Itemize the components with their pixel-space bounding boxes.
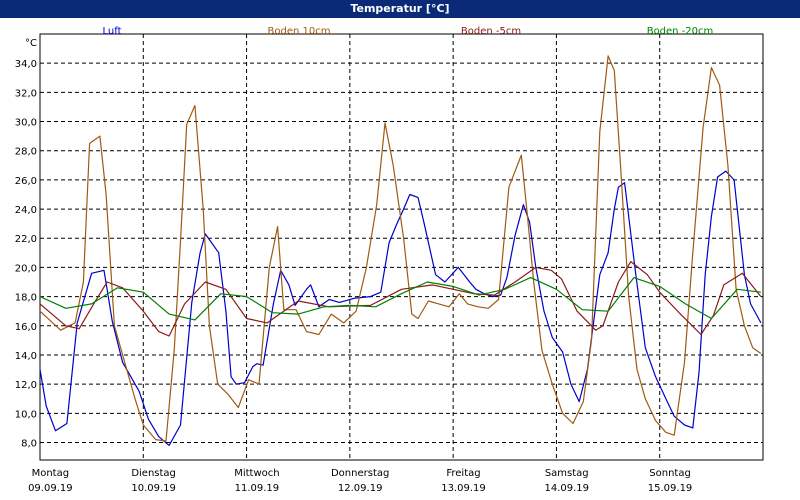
series-line-boden-20cm <box>39 277 761 321</box>
x-tick-date: 12.09.19 <box>338 483 383 494</box>
y-tick-label: 34,0 <box>15 59 37 70</box>
legend-entry: Boden 10cm <box>268 26 331 37</box>
y-tick-label: 10,0 <box>15 409 37 420</box>
y-tick-label: 20,0 <box>15 263 37 274</box>
x-tick-date: 10.09.19 <box>131 483 176 494</box>
series-line-boden-5cm <box>39 261 762 337</box>
y-tick-label: 22,0 <box>15 234 37 245</box>
axes: 8,0 10,0 12,0 14,0 16,0 18,0 20,0 22,0 24,0 26,0 2… <box>15 38 693 494</box>
x-tick-day: Montag <box>32 468 69 479</box>
y-tick-label: 30,0 <box>15 118 37 129</box>
plot-frame <box>39 33 764 461</box>
x-tick-date: 11.09.19 <box>235 483 280 494</box>
y-axis-unit: °C <box>25 38 37 49</box>
x-tick-day: Mittwoch <box>234 468 279 479</box>
y-tick-label: 18,0 <box>15 293 37 304</box>
x-tick-date: 14.09.19 <box>544 483 589 494</box>
grid <box>39 33 764 461</box>
series-line-luft <box>39 170 762 446</box>
x-tick-day: Dienstag <box>131 468 176 479</box>
x-tick-date: 09.09.19 <box>28 483 73 494</box>
y-tick-label: 24,0 <box>15 205 37 216</box>
x-tick-day: Sonntag <box>649 468 691 479</box>
legend-entry: Boden -5cm <box>461 26 521 37</box>
legend: Luft Boden 10cm Boden -5cm Boden -20cm <box>103 26 714 37</box>
y-tick-label: 32,0 <box>15 88 37 99</box>
y-tick-label: 16,0 <box>15 322 37 333</box>
x-tick-day: Samstag <box>545 468 589 479</box>
y-tick-label: 14,0 <box>15 351 37 362</box>
y-tick-label: 26,0 <box>15 176 37 187</box>
x-tick-day: Freitag <box>446 468 480 479</box>
chart-title: Temperatur [°C] <box>0 0 800 18</box>
legend-entry: Boden -20cm <box>647 26 714 37</box>
y-tick-label: 8,0 <box>21 438 37 449</box>
x-tick-date: 13.09.19 <box>441 483 486 494</box>
y-tick-label: 28,0 <box>15 147 37 158</box>
x-tick-day: Donnerstag <box>331 468 389 479</box>
x-tick-date: 15.09.19 <box>648 483 693 494</box>
series-lines <box>39 55 762 446</box>
legend-entry: Luft <box>103 26 122 37</box>
y-tick-label: 12,0 <box>15 380 37 391</box>
series-line-boden-10cm <box>39 55 762 442</box>
